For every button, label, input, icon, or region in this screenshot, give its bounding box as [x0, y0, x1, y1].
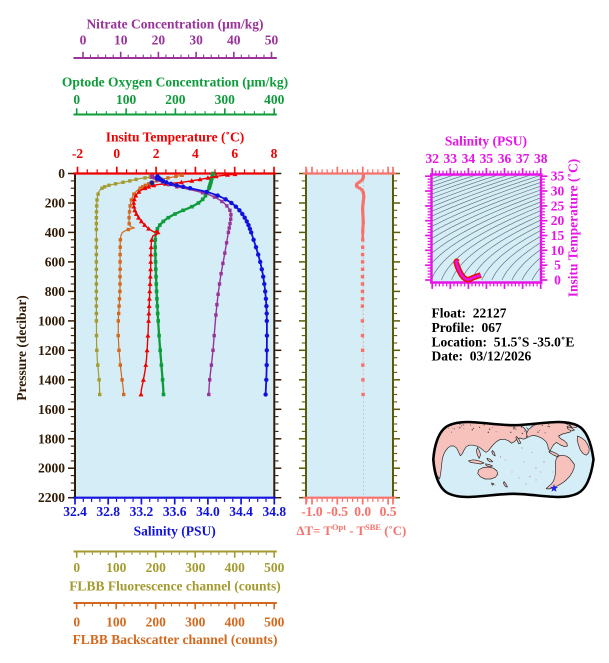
svg-text:20: 20	[551, 213, 565, 228]
svg-text:0: 0	[73, 560, 80, 575]
svg-text:34: 34	[462, 151, 476, 166]
svg-text:50: 50	[265, 33, 279, 48]
svg-text:Profile: 067: Profile: 067	[432, 320, 502, 335]
svg-text:33.6: 33.6	[163, 504, 187, 519]
svg-text:200: 200	[146, 615, 167, 630]
svg-text:30: 30	[551, 184, 565, 199]
svg-text:34.0: 34.0	[196, 504, 220, 519]
svg-text:100: 100	[116, 92, 137, 107]
svg-text:0: 0	[113, 146, 120, 161]
svg-text:1000: 1000	[38, 313, 65, 328]
svg-text:400: 400	[225, 615, 246, 630]
svg-text:FLBB Backscatter channel (coun: FLBB Backscatter channel (counts)	[73, 632, 278, 647]
svg-text:500: 500	[264, 615, 285, 630]
svg-text:Pressure (decibar): Pressure (decibar)	[14, 295, 29, 401]
svg-text:Nitrate Concentration (μm/kg): Nitrate Concentration (μm/kg)	[86, 17, 263, 32]
svg-text:2000: 2000	[38, 461, 65, 476]
svg-text:ΔT= TOpt - TSBE (˚C): ΔT= TOpt - TSBE (˚C)	[297, 522, 407, 538]
svg-text:300: 300	[185, 615, 206, 630]
svg-text:30: 30	[189, 33, 203, 48]
svg-text:Salinity (PSU): Salinity (PSU)	[445, 134, 527, 149]
svg-text:Location: 51.5˚S -35.0˚E: Location: 51.5˚S -35.0˚E	[432, 334, 575, 349]
svg-text:Insitu Temperature (˚C): Insitu Temperature (˚C)	[106, 130, 245, 145]
svg-text:200: 200	[45, 196, 66, 211]
svg-text:20: 20	[152, 33, 166, 48]
svg-text:25: 25	[551, 198, 565, 213]
svg-text:15: 15	[551, 228, 565, 243]
svg-text:0: 0	[554, 273, 561, 288]
svg-text:37: 37	[516, 151, 530, 166]
svg-text:FLBB Fluorescence channel (cou: FLBB Fluorescence channel (counts)	[69, 579, 281, 594]
svg-text:500: 500	[264, 560, 285, 575]
svg-text:0: 0	[80, 33, 87, 48]
svg-text:33: 33	[444, 151, 458, 166]
svg-text:400: 400	[264, 92, 285, 107]
svg-text:800: 800	[45, 284, 66, 299]
svg-text:-2: -2	[72, 146, 83, 161]
svg-text:0.0: 0.0	[354, 504, 371, 519]
svg-text:34.4: 34.4	[229, 504, 253, 519]
svg-text:100: 100	[106, 560, 127, 575]
svg-text:35: 35	[551, 169, 565, 184]
svg-text:36: 36	[498, 151, 512, 166]
svg-text:600: 600	[45, 254, 66, 269]
svg-text:300: 300	[215, 92, 236, 107]
svg-text:1800: 1800	[38, 431, 65, 446]
svg-text:-1.0: -1.0	[301, 504, 323, 519]
svg-text:8: 8	[271, 146, 278, 161]
svg-text:200: 200	[165, 92, 186, 107]
svg-text:38: 38	[534, 151, 548, 166]
svg-text:32.4: 32.4	[63, 504, 87, 519]
svg-text:32.8: 32.8	[96, 504, 120, 519]
svg-text:1600: 1600	[38, 402, 65, 417]
svg-text:2: 2	[153, 146, 160, 161]
svg-text:0.5: 0.5	[380, 504, 397, 519]
svg-text:33.2: 33.2	[130, 504, 154, 519]
svg-text:0: 0	[73, 92, 80, 107]
svg-text:2200: 2200	[38, 490, 65, 505]
svg-text:0: 0	[73, 615, 80, 630]
svg-text:5: 5	[554, 258, 561, 273]
svg-text:35: 35	[480, 151, 494, 166]
svg-text:Insitu Temperature (˚C): Insitu Temperature (˚C)	[566, 159, 581, 298]
svg-text:Salinity (PSU): Salinity (PSU)	[134, 524, 216, 539]
svg-text:Optode Oxygen Concentration (μ: Optode Oxygen Concentration (μm/kg)	[62, 75, 288, 90]
svg-text:1400: 1400	[38, 372, 65, 387]
svg-text:40: 40	[227, 33, 241, 48]
svg-text:400: 400	[45, 225, 66, 240]
svg-text:100: 100	[106, 615, 127, 630]
svg-text:6: 6	[231, 146, 238, 161]
svg-text:0: 0	[58, 166, 65, 181]
svg-text:300: 300	[185, 560, 206, 575]
svg-text:32: 32	[425, 151, 439, 166]
svg-text:1200: 1200	[38, 343, 65, 358]
svg-text:4: 4	[192, 146, 199, 161]
svg-text:34.8: 34.8	[262, 504, 286, 519]
svg-text:400: 400	[225, 560, 246, 575]
svg-text:200: 200	[146, 560, 167, 575]
svg-text:Date: 03/12/2026: Date: 03/12/2026	[432, 349, 532, 364]
svg-text:10: 10	[114, 33, 128, 48]
svg-text:-0.5: -0.5	[327, 504, 349, 519]
svg-text:10: 10	[551, 243, 565, 258]
svg-text:Float: 22127: Float: 22127	[432, 306, 507, 321]
